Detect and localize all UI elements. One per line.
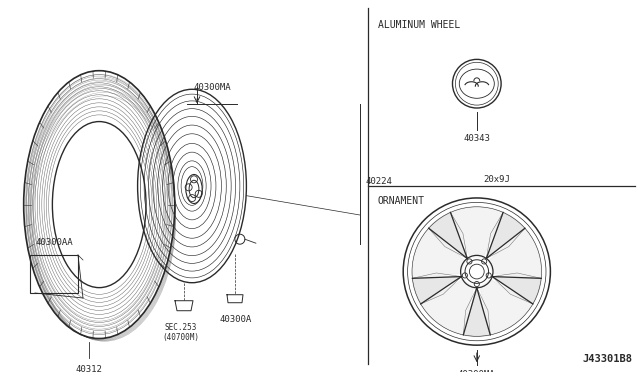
Polygon shape	[463, 288, 490, 336]
Polygon shape	[412, 276, 461, 304]
Text: 40343: 40343	[463, 134, 490, 143]
Text: 40224: 40224	[365, 177, 392, 186]
Text: 40300MA: 40300MA	[458, 370, 495, 372]
Text: ORNAMENT: ORNAMENT	[378, 196, 425, 206]
Polygon shape	[412, 228, 465, 278]
Polygon shape	[489, 228, 541, 278]
Text: ALUMINUM WHEEL: ALUMINUM WHEEL	[378, 20, 460, 30]
Polygon shape	[480, 280, 533, 335]
Polygon shape	[429, 212, 467, 259]
Text: 40300A: 40300A	[220, 315, 252, 324]
Polygon shape	[492, 276, 541, 304]
Text: 20x9J: 20x9J	[483, 175, 510, 184]
Polygon shape	[420, 280, 474, 335]
Polygon shape	[451, 207, 503, 257]
Text: J43301B8: J43301B8	[582, 354, 632, 364]
Text: 40300AA: 40300AA	[35, 238, 73, 247]
Text: 40312: 40312	[76, 365, 102, 372]
Polygon shape	[486, 212, 525, 259]
Text: SEC.253
(40700M): SEC.253 (40700M)	[163, 323, 200, 342]
Text: 40300MA: 40300MA	[193, 83, 231, 92]
